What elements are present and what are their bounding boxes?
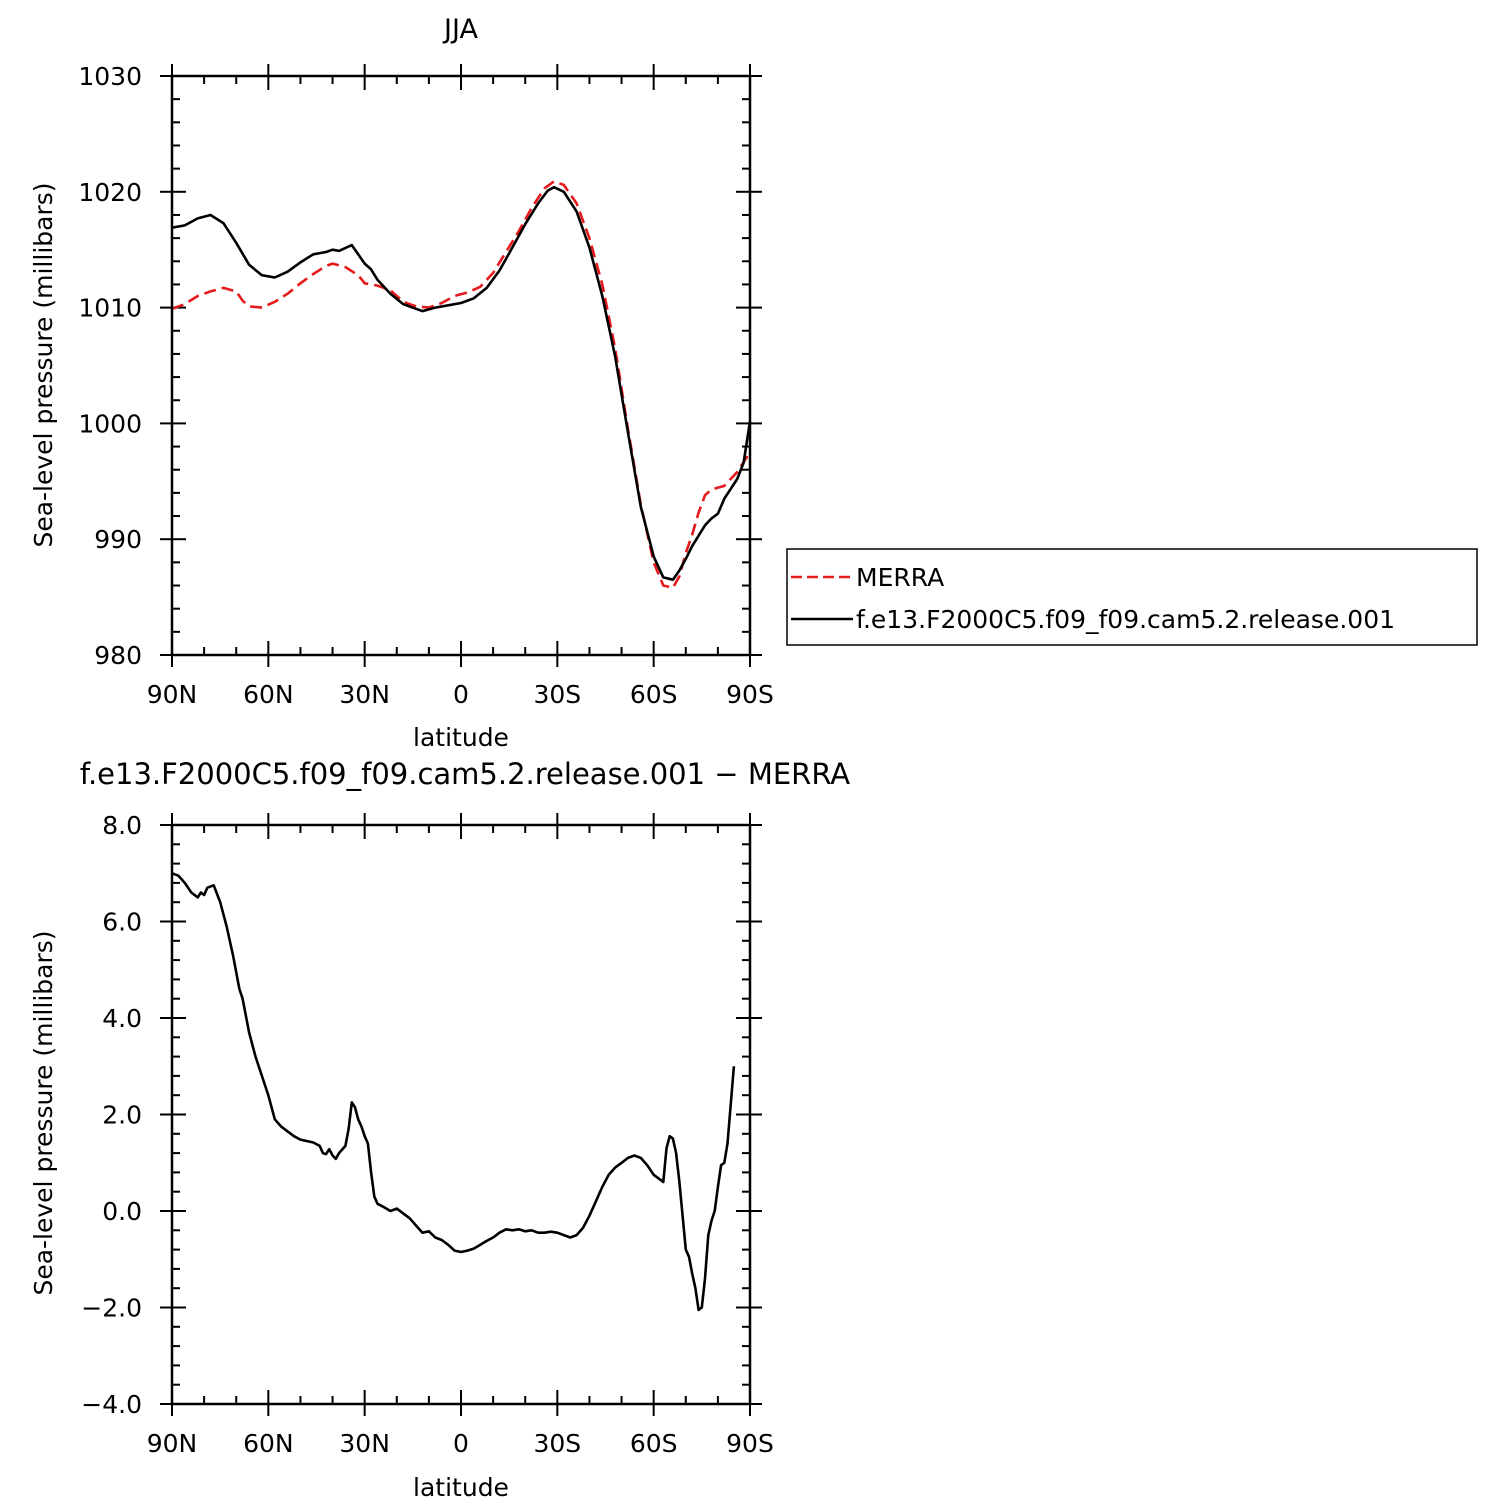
bottom-y-tick-label: 2.0	[102, 1101, 142, 1130]
bottom-y-tick-label: 6.0	[102, 908, 142, 937]
bottom-plot-frame	[170, 823, 752, 1406]
top-x-tick-label: 90S	[726, 680, 774, 709]
bottom-panel: f.e13.F2000C5.f09_f09.cam5.2.release.001…	[29, 757, 850, 1502]
bottom-series-group	[171, 872, 736, 1312]
bottom-x-tick-label: 60S	[630, 1429, 678, 1458]
bottom-series-line-difference	[171, 872, 736, 1312]
top-x-tick-label: 60N	[243, 680, 294, 709]
bottom-x-axis-label: latitude	[413, 1473, 509, 1502]
bottom-y-tick-label: 0.0	[102, 1197, 142, 1226]
bottom-y-tick-label: −4.0	[81, 1390, 142, 1419]
bottom-y-tick-label: 4.0	[102, 1004, 142, 1033]
top-plot-frame	[170, 74, 752, 657]
bottom-y-tick-label: −2.0	[81, 1294, 142, 1323]
top-x-axis-label: latitude	[413, 723, 509, 752]
top-y-tick-label: 1010	[78, 294, 142, 323]
top-x-tick-label: 90N	[147, 680, 198, 709]
legend-box	[786, 548, 1478, 646]
top-axes: 90N 60N 30N 0 30S 60S 90S 980 990 1000 1010 1020 103…	[78, 62, 773, 709]
top-y-axis-label: Sea-level pressure (millibars)	[29, 182, 58, 547]
top-y-tick-label: 990	[94, 525, 142, 554]
top-series-group	[171, 180, 752, 590]
bottom-x-tick-label: 60N	[243, 1429, 294, 1458]
legend-label-model: f.e13.F2000C5.f09_f09.cam5.2.release.001	[856, 605, 1395, 634]
bottom-y-tick-label: 8.0	[102, 811, 142, 840]
bottom-x-tick-label: 30S	[533, 1429, 581, 1458]
top-x-tick-label: 30N	[339, 680, 390, 709]
bottom-y-axis-label: Sea-level pressure (millibars)	[29, 930, 58, 1295]
top-panel: JJA 90N 60N 30N 0 30S 60S 90S 980 990 1000 1010 102…	[29, 14, 774, 752]
legend-label-merra: MERRA	[856, 563, 944, 592]
top-y-tick-label: 1000	[78, 409, 142, 438]
top-series-line-merra	[171, 180, 752, 590]
top-y-tick-label: 1020	[78, 178, 142, 207]
bottom-axes: 90N 60N 30N 0 30S 60S 90S −4.0 −2.0 0.0 2.0 4.0 6.0 8…	[81, 811, 774, 1458]
legend: MERRA f.e13.F2000C5.f09_f09.cam5.2.relea…	[786, 548, 1478, 646]
bottom-x-tick-label: 0	[453, 1429, 469, 1458]
bottom-x-tick-label: 90S	[726, 1429, 774, 1458]
bottom-chart-title: f.e13.F2000C5.f09_f09.cam5.2.release.001…	[80, 757, 850, 791]
top-y-tick-label: 980	[94, 641, 142, 670]
top-y-tick-label: 1030	[78, 62, 142, 91]
bottom-x-tick-label: 30N	[339, 1429, 390, 1458]
top-x-tick-label: 0	[453, 680, 469, 709]
top-x-tick-label: 30S	[533, 680, 581, 709]
top-chart-title: JJA	[442, 14, 478, 45]
top-x-tick-label: 60S	[630, 680, 678, 709]
top-series-line-model	[171, 185, 752, 582]
bottom-x-tick-label: 90N	[147, 1429, 198, 1458]
